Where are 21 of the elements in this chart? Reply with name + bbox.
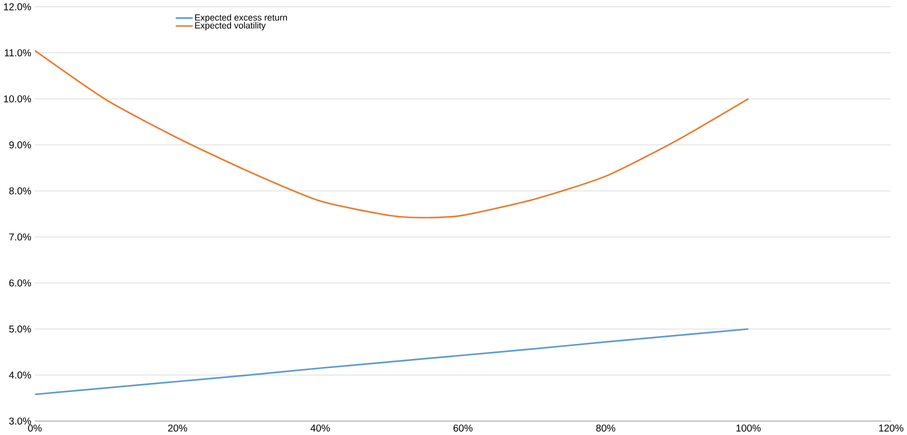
y-tick-label: 10.0% xyxy=(4,95,32,102)
y-tick-label: 6.0% xyxy=(9,280,32,287)
line-series xyxy=(34,328,750,396)
x-tick-label: 20% xyxy=(168,424,188,432)
y-tick-label: 3.0% xyxy=(9,418,32,425)
x-tick-label: 0% xyxy=(28,424,42,432)
legend-label: Expected excess return xyxy=(195,14,287,22)
y-tick-label: 7.0% xyxy=(9,234,32,241)
line-series xyxy=(34,50,750,218)
y-tick-label: 9.0% xyxy=(9,141,32,148)
y-tick-label: 11.0% xyxy=(4,49,32,56)
x-tick-label: 80% xyxy=(596,424,616,432)
x-tick-label: 40% xyxy=(310,424,330,432)
y-tick-label: 8.0% xyxy=(9,187,32,194)
y-tick-label: 5.0% xyxy=(9,326,32,333)
y-tick-label: 12.0% xyxy=(4,3,32,10)
x-tick-label: 100% xyxy=(736,424,761,432)
legend-label: Expected volatility xyxy=(195,22,266,30)
x-tick-label: 60% xyxy=(454,424,473,432)
y-tick-label: 4.0% xyxy=(9,372,32,379)
x-tick-label: 120% xyxy=(879,424,904,432)
